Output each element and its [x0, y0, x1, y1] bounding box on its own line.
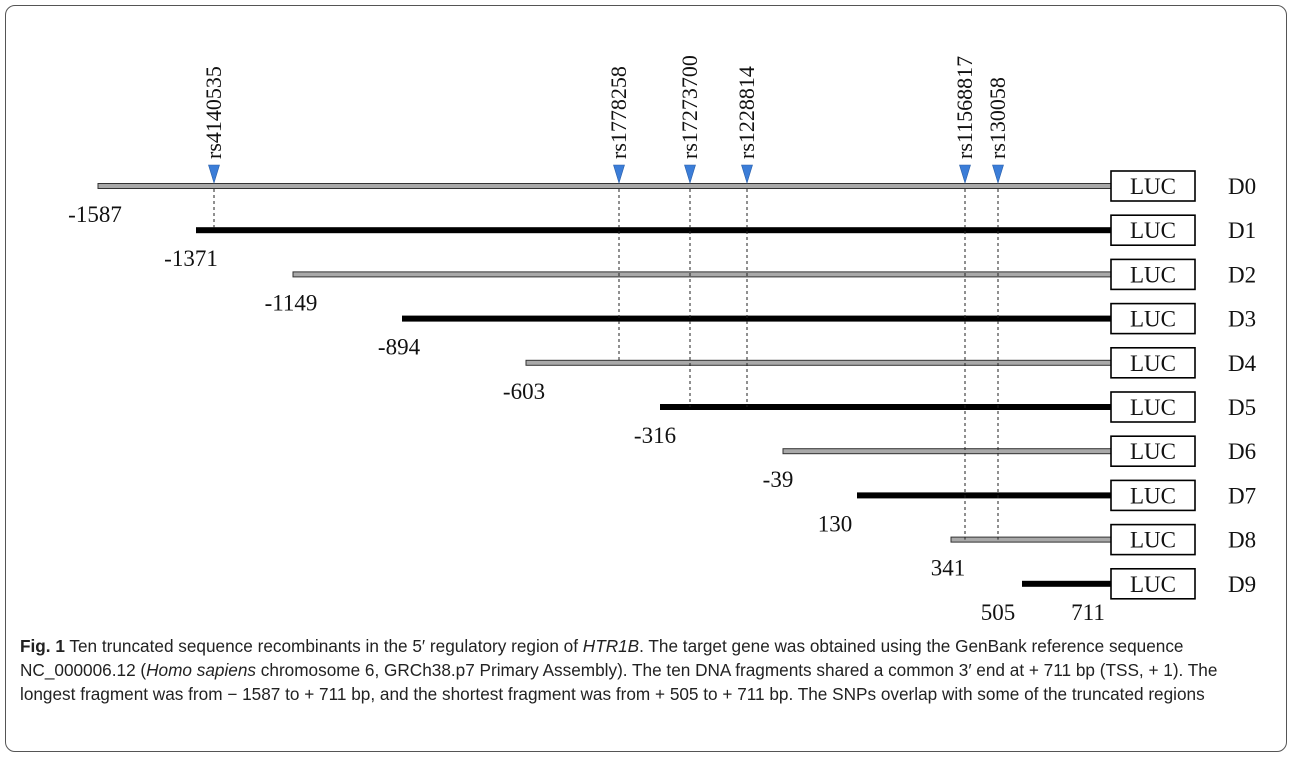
luc-box-d5: [1110, 391, 1196, 423]
snp-marker-rs130058: [992, 164, 1004, 185]
start-label-d3: -894: [378, 335, 421, 360]
snp-label-rs17273700: rs17273700: [677, 55, 702, 159]
fragment-name-d7: D7: [1228, 483, 1256, 508]
start-label-d5: -316: [634, 423, 676, 448]
luc-label-d0: LUC: [1130, 174, 1176, 199]
luc-label-d4: LUC: [1130, 351, 1176, 376]
luc-box-d1: [1110, 214, 1196, 246]
luc-box-d6: [1110, 435, 1196, 468]
figure-caption: Fig. 1 Ten truncated sequence recombinan…: [20, 634, 1275, 706]
luc-label-d1: LUC: [1130, 218, 1176, 243]
start-label-d1: -1371: [164, 246, 218, 271]
snp-label-rs1778258: rs1778258: [606, 66, 631, 159]
start-label-d2: -1149: [265, 290, 318, 315]
promoter-diagram: LUC D0 -1587 LUC D1 -1371 LUC D2 -1149 LUC D3 -894 L…: [68, 55, 1257, 625]
figure-frame: LUC D0 -1587 LUC D1 -1371 LUC D2 -1149 LUC D3 -894 L…: [5, 5, 1287, 752]
start-label-d6: -39: [763, 467, 794, 492]
luc-box-d7: [1110, 479, 1196, 512]
caption-label: Fig. 1: [20, 636, 65, 656]
luc-box-d8: [1110, 523, 1196, 556]
caption-text-2: . The target gene was obtained using the…: [20, 636, 1184, 680]
fragment-name-d0: D0: [1228, 174, 1256, 199]
fragment-line-d6: [782, 448, 1112, 455]
fragment-line-d8: [950, 536, 1112, 543]
snp-label-rs4140535: rs4140535: [201, 66, 226, 159]
snp-marker-rs11568817: [959, 164, 971, 185]
luc-label-d6: LUC: [1130, 439, 1176, 464]
fragment-line-d0: [97, 183, 1112, 189]
fragment-line-d4: [525, 359, 1112, 366]
caption-text-1: Ten truncated sequence recombinants in t…: [64, 636, 583, 656]
snp-label-rs1228814: rs1228814: [734, 66, 759, 159]
snp-marker-rs1778258: [613, 164, 625, 185]
snp-label-rs130058: rs130058: [985, 77, 1010, 159]
fragment-name-d5: D5: [1228, 395, 1256, 420]
fragment-line-d9: [1022, 580, 1111, 587]
luc-box-d0: [1110, 170, 1196, 202]
snp-marker-rs1228814: [741, 164, 753, 185]
fragment-name-d3: D3: [1228, 307, 1256, 332]
fragment-line-d2: [292, 271, 1112, 278]
start-label-d8: 341: [931, 556, 966, 581]
fragment-name-d1: D1: [1228, 218, 1256, 243]
fragment-name-d2: D2: [1228, 262, 1256, 287]
start-label-d4: -603: [503, 379, 545, 404]
luc-label-d5: LUC: [1130, 395, 1176, 420]
end-label: 711: [1071, 600, 1105, 625]
snp-marker-rs17273700: [684, 164, 696, 185]
fragment-name-d6: D6: [1228, 439, 1256, 464]
fragment-name-d9: D9: [1228, 572, 1256, 597]
luc-label-d3: LUC: [1130, 307, 1176, 332]
luc-box-d4: [1110, 346, 1196, 379]
luc-box-d2: [1110, 258, 1196, 291]
snp-marker-rs4140535: [208, 164, 220, 185]
caption-gene: HTR1B: [582, 636, 640, 656]
fragment-line-d5: [660, 404, 1111, 410]
caption-species: Homo sapiens: [146, 660, 257, 680]
fragment-name-d4: D4: [1228, 351, 1257, 376]
start-label-d9: 505: [981, 600, 1016, 625]
snp-label-rs11568817: rs11568817: [952, 56, 977, 159]
luc-box-d3: [1110, 302, 1196, 335]
fragment-line-d3: [402, 315, 1111, 322]
start-label-d0: -1587: [68, 202, 122, 227]
fragment-line-d1: [196, 227, 1111, 234]
fragment-name-d8: D8: [1228, 528, 1256, 553]
caption-text-3: chromosome 6, GRCh38.p7 Primary Assembly…: [20, 660, 1218, 704]
start-label-d7: 130: [818, 511, 853, 536]
luc-label-d7: LUC: [1130, 483, 1176, 508]
luc-label-d9: LUC: [1130, 572, 1176, 597]
fragment-line-d7: [857, 492, 1111, 499]
luc-label-d8: LUC: [1130, 528, 1176, 553]
luc-label-d2: LUC: [1130, 262, 1176, 287]
luc-box-d9: [1110, 567, 1196, 600]
